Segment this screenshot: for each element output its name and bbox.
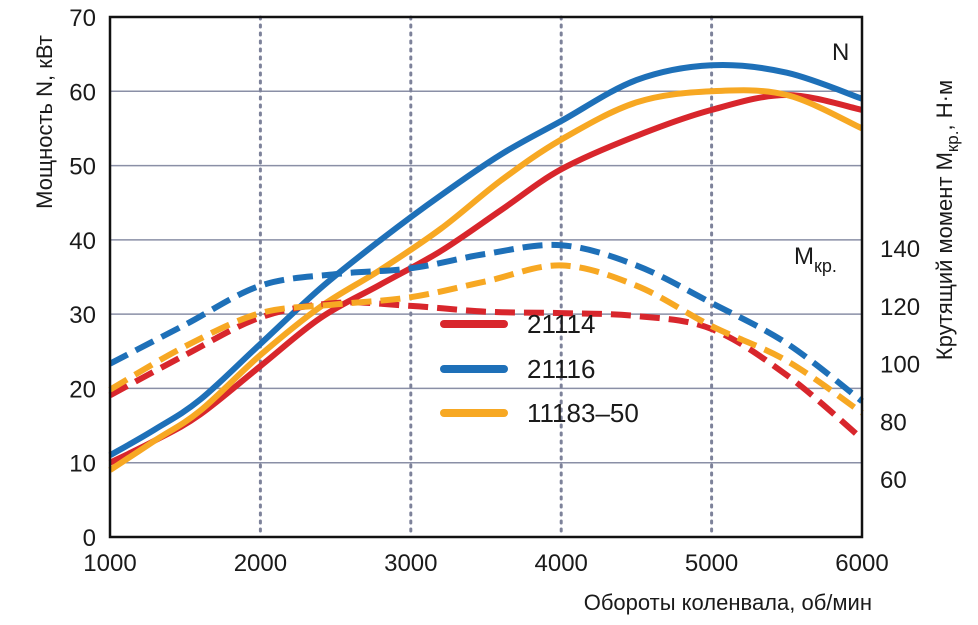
legend-label-11183-50: 11183–50 [527,398,639,428]
torque-annotation-sub: кр. [814,256,837,276]
series-power-21114 [108,92,863,466]
series-lines [108,62,864,473]
y-right-title-main: Крутящий момент М [932,152,957,360]
y-left-tick-label-0: 0 [83,525,96,552]
x-tick-label-3000: 3000 [384,550,437,577]
y-right-title-tail: , Н·м [932,80,957,131]
y-right-axis-title: Крутящий момент Мкр., Н·м [932,80,962,360]
x-tick-label-4000: 4000 [535,550,588,577]
torque-annotation: Мкр. [794,243,837,276]
plot-frame [108,15,864,539]
y-right-tick-label-80: 80 [880,409,907,436]
power-annotation: N [832,39,849,66]
x-tick-label-5000: 5000 [685,550,738,577]
y-left-tick-label-70: 70 [69,5,96,32]
legend-label-21114: 21114 [527,309,595,339]
y-right-tick-label-100: 100 [880,352,920,379]
y-right-tick-label-120: 120 [880,294,920,321]
grid [110,15,862,539]
series-power-11183-50 [108,87,864,473]
y-left-tick-label-30: 30 [69,302,96,329]
plot-border [108,15,864,539]
y-left-tick-label-10: 10 [69,451,96,478]
y-left-tick-label-40: 40 [69,228,96,255]
x-tick-label-6000: 6000 [835,550,888,577]
y-left-tick-label-50: 50 [69,154,96,181]
x-axis-title: Обороты коленвала, об/мин [584,590,872,615]
x-tick-label-2000: 2000 [234,550,287,577]
y-right-title-sub: кр. [943,130,962,152]
y-right-tick-label-140: 140 [880,236,920,263]
series-torque-11183-50 [108,262,864,416]
y-left-axis-title: Мощность N, кВт [32,35,57,209]
torque-annotation-main: М [794,243,814,270]
series-power-21116 [108,62,863,458]
x-tick-label-1000: 1000 [83,550,136,577]
tick-labels: 1000 2000 3000 4000 5000 6000 0 10 20 30 40 50 60 70 6… [69,5,920,577]
series-torque-21116 [108,241,864,404]
series-torque-21114 [108,299,864,442]
y-left-tick-label-20: 20 [69,376,96,403]
legend-label-21116: 21116 [527,354,595,384]
y-left-tick-label-60: 60 [69,79,96,106]
y-right-tick-label-60: 60 [880,467,907,494]
legend: 21114 21116 11183–50 [440,309,639,428]
